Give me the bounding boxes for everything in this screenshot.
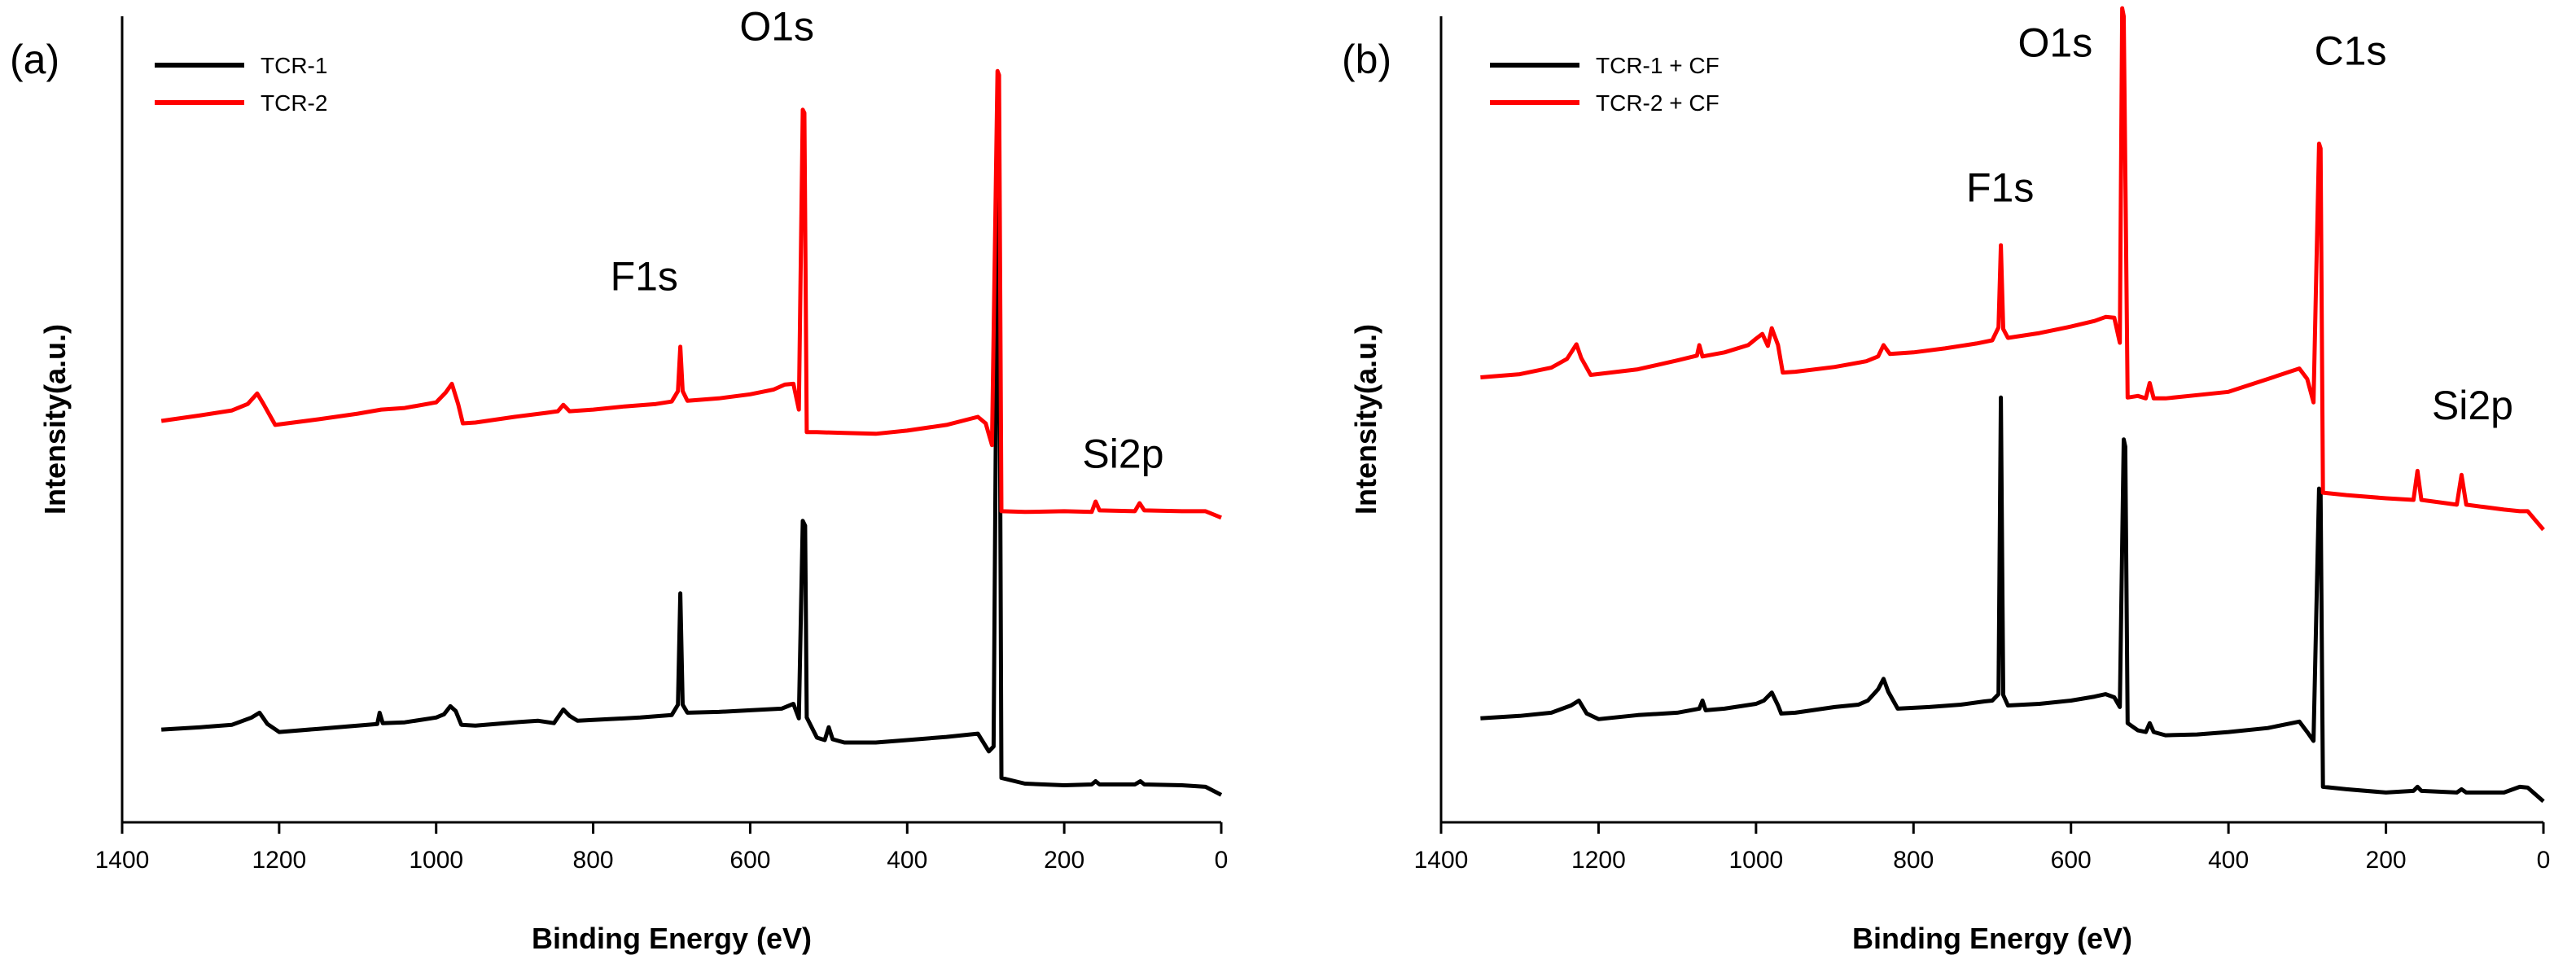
y-axis-label: Intensity(a.u.) <box>1349 324 1382 515</box>
x-axis-label: Binding Energy (eV) <box>1852 922 2132 955</box>
chart-panel-a: 1400 1200 1000 800 600 400 200 0 Binding Energy … <box>10 4 1229 955</box>
peak-label-f1s: F1s <box>1966 165 2034 211</box>
series-line-tcr-2 <box>160 68 1222 520</box>
x-tick-label: 600 <box>2051 847 2092 874</box>
peak-label-o1s: O1s <box>2018 20 2093 66</box>
legend-label: TCR-2 <box>261 90 327 116</box>
x-tick-label: 800 <box>573 847 614 874</box>
x-tick-label: 0 <box>1215 847 1229 874</box>
x-tick-label: 200 <box>2366 847 2407 874</box>
y-axis-label: Intensity(a.u.) <box>38 324 72 515</box>
legend-label: TCR-1 <box>261 53 327 78</box>
chart-panel-b: 1400 1200 1000 800 600 400 200 0 Binding Energy … <box>1342 6 2551 955</box>
peak-label-o1s: O1s <box>739 4 814 50</box>
x-tick-label: 400 <box>887 847 927 874</box>
x-tick-label: 1200 <box>252 847 306 874</box>
series-line-tcr-1 <box>161 191 1223 797</box>
x-tick-label: 1000 <box>1728 847 1783 874</box>
x-tick-label: 1000 <box>409 847 463 874</box>
peak-label-si2p: Si2p <box>1082 431 1163 476</box>
x-tick-label: 600 <box>729 847 770 874</box>
panel-label: (b) <box>1342 37 1391 82</box>
legend-label: TCR-1 + CF <box>1596 53 1720 78</box>
x-tick-label: 1200 <box>1571 847 1626 874</box>
x-tick-label: 800 <box>1893 847 1934 874</box>
peak-label-f1s: F1s <box>611 254 678 300</box>
x-tick-label: 1400 <box>95 847 150 874</box>
x-axis-label: Binding Energy (eV) <box>532 922 812 955</box>
peak-label-si2p: Si2p <box>2432 383 2513 428</box>
legend-label: TCR-2 + CF <box>1596 90 1720 116</box>
peak-label-c1s: C1s <box>2315 28 2387 73</box>
x-tick-label: 400 <box>2208 847 2249 874</box>
x-tick-label: 1400 <box>1414 847 1469 874</box>
x-tick-label: 0 <box>2537 847 2551 874</box>
panel-label: (a) <box>10 37 59 82</box>
x-tick-label: 200 <box>1044 847 1084 874</box>
series-line-tcr-1-cf <box>1480 395 2545 804</box>
series-line-tcr-2-cf <box>1480 6 2545 532</box>
